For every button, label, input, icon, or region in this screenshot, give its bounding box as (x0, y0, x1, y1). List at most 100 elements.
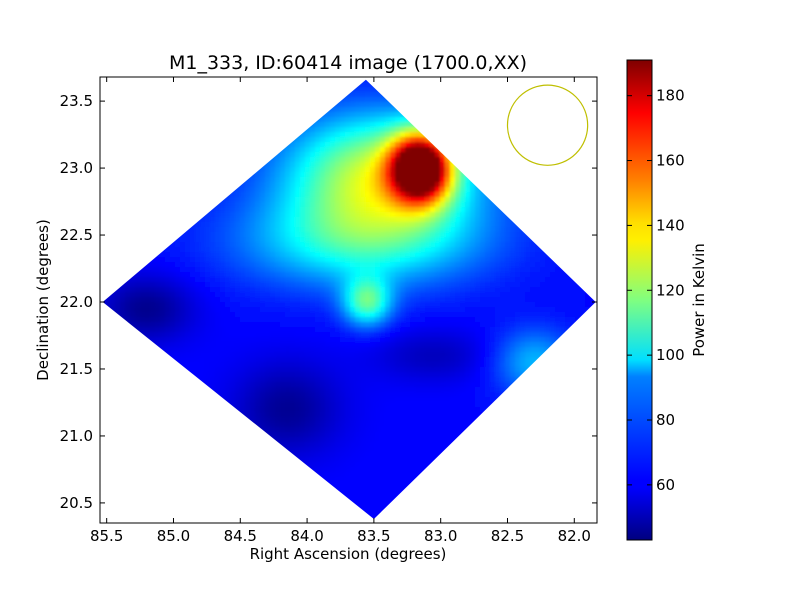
heatmap-cell (102, 282, 106, 288)
heatmap-cell (270, 162, 276, 168)
heatmap-cell (330, 247, 336, 253)
heatmap-cell (135, 112, 141, 118)
heatmap-cell (285, 207, 291, 213)
heatmap-cell (530, 107, 536, 113)
heatmap-cell (590, 162, 596, 168)
heatmap-cell (275, 187, 281, 193)
heatmap-cell (275, 92, 281, 98)
heatmap-cell (280, 222, 286, 228)
heatmap-cell (480, 312, 486, 318)
heatmap-cell (425, 177, 431, 183)
heatmap-cell (520, 122, 526, 128)
heatmap-cell (205, 302, 211, 308)
heatmap-cell (460, 147, 466, 153)
heatmap-cell (380, 202, 386, 208)
heatmap-cell (145, 252, 151, 258)
heatmap-cell (485, 162, 491, 168)
heatmap-cell (180, 247, 186, 253)
heatmap-cell (585, 177, 591, 183)
heatmap-cell (240, 79, 246, 83)
heatmap-cell (190, 317, 196, 323)
heatmap-cell (102, 157, 106, 163)
heatmap-cell (135, 87, 141, 93)
heatmap-cell (515, 322, 521, 328)
heatmap-cell (410, 147, 416, 153)
heatmap-cell (225, 167, 231, 173)
heatmap-cell (410, 252, 416, 258)
heatmap-cell (160, 177, 166, 183)
heatmap-cell (525, 307, 531, 313)
heatmap-cell (440, 177, 446, 183)
heatmap-cell (450, 272, 456, 278)
heatmap-cell (400, 207, 406, 213)
heatmap-cell (460, 257, 466, 263)
heatmap-cell (275, 132, 281, 138)
heatmap-cell (275, 202, 281, 208)
heatmap-cell (215, 172, 221, 178)
heatmap-cell (280, 217, 286, 223)
heatmap-cell (330, 87, 336, 93)
heatmap-cell (355, 312, 361, 318)
heatmap-cell (580, 317, 586, 323)
heatmap-cell (435, 257, 441, 263)
heatmap-cell (455, 132, 461, 138)
heatmap-cell (250, 272, 256, 278)
heatmap-cell (230, 222, 236, 228)
heatmap-cell (375, 79, 381, 83)
heatmap-cell (470, 217, 476, 223)
heatmap-cell (430, 292, 436, 298)
heatmap-cell (370, 182, 376, 188)
heatmap-cell (515, 242, 521, 248)
heatmap-cell (175, 272, 181, 278)
heatmap-cell (190, 192, 196, 198)
heatmap-cell (430, 157, 436, 163)
heatmap-cell (415, 282, 421, 288)
heatmap-cell (130, 127, 136, 133)
heatmap-cell (165, 272, 171, 278)
heatmap-cell (210, 287, 216, 293)
heatmap-cell (240, 237, 246, 243)
heatmap-cell (145, 312, 151, 318)
heatmap-cell (370, 282, 376, 288)
heatmap-cell (590, 122, 596, 128)
heatmap-cell (255, 257, 261, 263)
heatmap-cell (430, 152, 436, 158)
heatmap-cell (115, 302, 121, 308)
heatmap-cell (140, 137, 146, 143)
heatmap-cell (415, 232, 421, 238)
heatmap-cell (485, 247, 491, 253)
heatmap-cell (485, 172, 491, 178)
heatmap-cell (350, 132, 356, 138)
heatmap-cell (205, 307, 211, 313)
heatmap-cell (455, 157, 461, 163)
heatmap-cell (325, 207, 331, 213)
heatmap-cell (410, 287, 416, 293)
heatmap-cell (555, 227, 561, 233)
heatmap-cell (395, 82, 401, 88)
heatmap-cell (245, 232, 251, 238)
heatmap-cell (205, 217, 211, 223)
heatmap-cell (465, 247, 471, 253)
heatmap-cell (355, 217, 361, 223)
heatmap-cell (460, 79, 466, 83)
heatmap-cell (550, 252, 556, 258)
heatmap-cell (490, 122, 496, 128)
heatmap-cell (565, 97, 571, 103)
heatmap-cell (110, 322, 116, 328)
heatmap-cell (155, 277, 161, 283)
heatmap-cell (575, 227, 581, 233)
heatmap-cell (560, 107, 566, 113)
heatmap-cell (180, 317, 186, 323)
heatmap-cell (310, 322, 316, 328)
heatmap-cell (225, 127, 231, 133)
heatmap-cell (125, 197, 131, 203)
heatmap-cell (510, 202, 516, 208)
heatmap-cell (125, 172, 131, 178)
heatmap-cell (415, 172, 421, 178)
heatmap-cell (345, 312, 351, 318)
heatmap-cell (150, 167, 156, 173)
heatmap-cell (315, 302, 321, 308)
heatmap-cell (510, 82, 516, 88)
heatmap-cell (180, 172, 186, 178)
heatmap-cell (560, 117, 566, 123)
